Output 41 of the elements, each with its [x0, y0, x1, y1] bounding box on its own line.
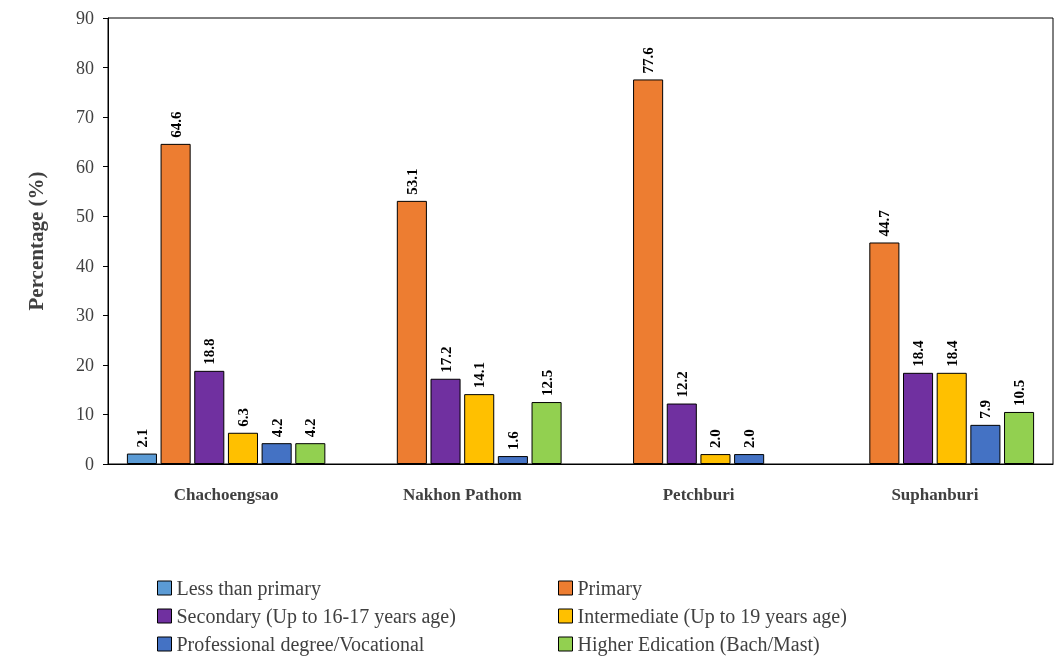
data-label: 14.1	[471, 361, 488, 389]
y-tick-label: 30	[76, 305, 94, 326]
data-label: 6.3	[234, 408, 251, 427]
y-tick-label: 50	[76, 206, 94, 227]
legend-label: Higher Edication (Bach/Mast)	[577, 633, 820, 656]
data-label: 18.8	[201, 338, 218, 365]
y-tick-label: 70	[76, 107, 94, 128]
data-label: 4.2	[268, 418, 285, 438]
data-label: 2.1	[133, 428, 150, 448]
data-label: 18.4	[943, 340, 960, 367]
y-tick-label: 0	[85, 454, 94, 474]
data-label: 2.0	[707, 429, 724, 449]
y-tick-label: 60	[76, 156, 94, 177]
legend-label: Intermediate (Up to 19 years age)	[577, 605, 847, 628]
data-label: 12.5	[538, 369, 555, 397]
y-tick-label: 40	[76, 255, 94, 276]
data-label: 77.6	[640, 46, 657, 74]
data-label: 2.0	[741, 429, 758, 449]
y-axis-title: Percentage (%)	[23, 171, 48, 311]
y-tick-label: 10	[76, 404, 94, 425]
legend-label: Less than primary	[176, 577, 321, 600]
data-label: 64.6	[167, 111, 184, 138]
data-label: 7.9	[977, 400, 994, 419]
data-label: 18.4	[910, 340, 927, 367]
x-tick-label: Petchburi	[662, 485, 735, 504]
data-label: 10.5	[1011, 379, 1028, 406]
data-label: 17.2	[437, 346, 454, 373]
data-label: 53.1	[403, 168, 420, 195]
x-tick-label: Suphanburi	[891, 485, 979, 504]
legend-label: Secondary (Up to 16-17 years age)	[176, 605, 456, 628]
data-label: 1.6	[504, 430, 521, 451]
data-label: 44.7	[876, 209, 893, 237]
data-label: 12.2	[673, 371, 690, 398]
data-label: 4.2	[302, 418, 319, 438]
y-tick-label: 90	[76, 8, 94, 28]
x-tick-label: Chachoengsao	[173, 485, 279, 504]
y-tick-label: 20	[76, 354, 94, 375]
legend-label: Professional degree/Vocational	[176, 633, 425, 656]
legend-label: Primary	[577, 577, 642, 600]
x-tick-label: Nakhon Pathom	[403, 485, 522, 504]
y-tick-label: 80	[76, 57, 94, 78]
